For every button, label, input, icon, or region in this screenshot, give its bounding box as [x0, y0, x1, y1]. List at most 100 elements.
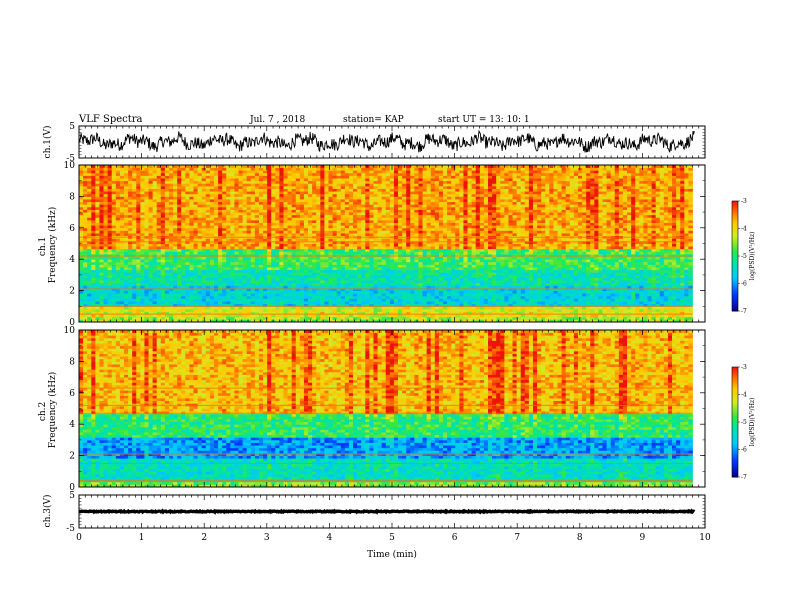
spectrogram-cell	[483, 298, 489, 302]
spectrogram-cell	[340, 264, 346, 268]
spectrogram-cell	[316, 253, 321, 257]
spectrogram-cell	[455, 251, 460, 255]
spectrogram-cell	[455, 269, 460, 273]
spectrogram-cell	[557, 243, 562, 247]
spectrogram-cell	[222, 264, 227, 268]
spectrogram-cell	[254, 238, 260, 242]
spectrogram-cell	[487, 306, 493, 310]
spectrogram-cell	[230, 285, 235, 289]
spectrogram-cell	[545, 272, 550, 276]
spectrogram-cell	[557, 314, 562, 318]
spectrogram-cell	[303, 274, 309, 278]
spectrogram-cell	[107, 251, 113, 255]
spectrogram-cell	[312, 277, 317, 281]
spectrogram-cell	[83, 282, 88, 286]
spectrogram-cell	[631, 308, 636, 312]
spectrogram-cell	[414, 248, 419, 252]
spectrogram-cell	[201, 248, 207, 252]
spectrogram-cell	[222, 285, 227, 289]
spectrogram-cell	[132, 243, 137, 247]
spectrogram-cell	[238, 272, 243, 276]
spectrogram-cell	[598, 246, 603, 250]
spectrogram-cell	[87, 256, 92, 260]
spectrogram-cell	[234, 256, 239, 260]
spectrogram-cell	[218, 264, 223, 268]
spectrogram-cell	[655, 308, 661, 312]
spectrogram-cell	[205, 248, 211, 252]
spectrogram-cell	[618, 253, 624, 257]
spectrogram-cell	[598, 316, 603, 320]
spectrogram-cell	[246, 319, 252, 323]
spectrogram-cell	[635, 256, 640, 260]
spectrogram-cell	[410, 274, 415, 278]
spectrogram-cell	[418, 264, 423, 268]
spectrogram-cell	[254, 274, 260, 278]
spectrogram-cell	[344, 303, 350, 307]
spectrogram-cell	[688, 259, 693, 263]
spectrogram-cell	[643, 311, 648, 315]
spectrogram-cell	[242, 295, 248, 299]
spectrogram-cell	[528, 303, 534, 307]
spectrogram-cell	[246, 243, 252, 247]
spectrogram-cell	[279, 280, 284, 284]
spectrogram-cell	[467, 311, 473, 315]
spectrogram-cell	[492, 311, 497, 315]
spectrogram-cell	[365, 282, 370, 286]
spectrogram-cell	[160, 259, 166, 263]
spectrogram-cell	[181, 272, 186, 276]
spectrogram-cell	[242, 264, 248, 268]
spectrogram-cell	[373, 251, 378, 255]
spectrogram-cell	[238, 316, 243, 320]
spectrogram-cell	[659, 269, 665, 273]
spectrogram-cell	[287, 274, 293, 278]
spectrogram-cell	[189, 274, 194, 278]
spectrogram-cell	[430, 272, 436, 276]
spectrogram-cell	[639, 316, 644, 320]
spectrogram-cell	[438, 311, 444, 315]
spectrogram-cell	[303, 277, 309, 281]
spectrogram-cell	[136, 306, 141, 310]
spectrogram-cell	[541, 295, 546, 299]
spectrogram-cell	[676, 246, 681, 250]
spectrogram-cell	[586, 308, 591, 312]
spectrogram-cell	[463, 314, 468, 318]
spectrogram-cell	[140, 267, 145, 271]
spectrogram-cell	[631, 274, 636, 278]
spectrogram-cell	[520, 285, 526, 289]
spectrogram-cell	[246, 293, 252, 297]
spectrogram-cell	[602, 264, 607, 268]
spectrogram-cell	[107, 248, 113, 252]
spectrogram-cell	[398, 243, 403, 247]
spectrogram-cell	[614, 274, 620, 278]
spectrogram-cell	[434, 282, 440, 286]
spectrogram-cell	[275, 306, 280, 310]
spectrogram-cell	[455, 285, 460, 289]
spectrogram-cell	[418, 285, 423, 289]
spectrogram-cell	[422, 280, 428, 284]
spectrogram-cell	[541, 308, 546, 312]
spectrogram-cell	[99, 303, 104, 307]
spectrogram-cell	[524, 243, 530, 247]
spectrogram-cell	[205, 298, 211, 302]
spectrogram-cell	[287, 316, 293, 320]
spectrogram-cell	[426, 269, 432, 273]
spectrogram-cell	[434, 251, 440, 255]
spectrogram-cell	[115, 253, 121, 257]
spectrogram-cell	[365, 248, 370, 252]
spectrogram-cell	[614, 290, 620, 294]
spectrogram-cell	[316, 259, 321, 263]
spectrogram-cell	[209, 264, 215, 268]
spectrogram-cell	[128, 285, 133, 289]
spectrogram-cell	[651, 311, 657, 315]
spectrogram-cell	[336, 303, 342, 307]
spectrogram-cell	[672, 308, 677, 312]
spectrogram-cell	[438, 261, 444, 265]
spectrogram-cell	[340, 319, 346, 323]
spectrogram-cell	[119, 308, 125, 312]
spectrogram-cell	[483, 306, 489, 310]
spectrogram-cell	[500, 311, 505, 315]
spectrogram-cell	[283, 290, 288, 294]
spectrogram-cell	[651, 261, 657, 265]
spectrogram-cell	[393, 298, 399, 302]
spectrogram-cell	[627, 316, 632, 320]
